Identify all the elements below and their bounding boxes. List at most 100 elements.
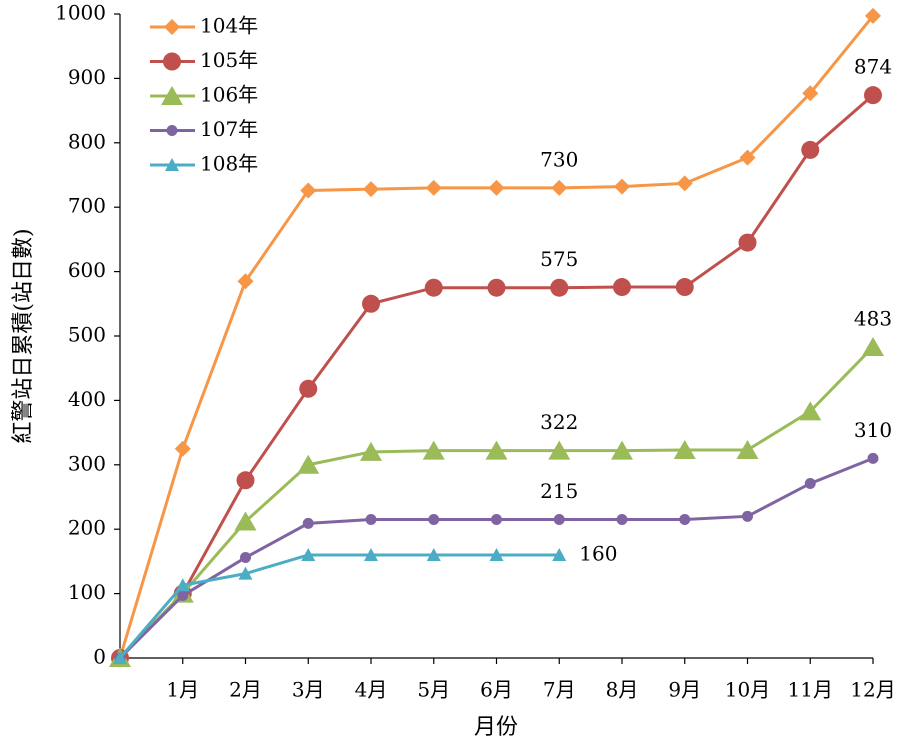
y-tick-label: 300	[68, 451, 106, 475]
x-tick-label: 12月	[850, 678, 895, 702]
data-point	[675, 278, 694, 297]
data-point	[301, 547, 316, 561]
y-tick-label: 100	[68, 580, 106, 604]
x-tick-label: 3月	[292, 678, 325, 702]
data-point	[799, 401, 822, 421]
data-point	[365, 514, 377, 526]
data-point	[867, 452, 879, 464]
legend-marker	[161, 86, 183, 105]
data-point	[491, 514, 502, 526]
series-line	[118, 14, 875, 659]
legend-label: 105年	[200, 48, 258, 72]
data-point	[550, 278, 569, 297]
legend-marker	[166, 125, 178, 136]
x-tick-label: 2月	[229, 678, 262, 702]
legend-label: 107年	[200, 117, 258, 141]
data-point	[489, 547, 504, 561]
data-point	[174, 440, 191, 457]
series-line	[118, 94, 874, 660]
data-point	[676, 175, 693, 192]
x-tick-label: 1月	[166, 678, 199, 702]
data-point	[611, 440, 633, 460]
y-tick-label: 500	[68, 323, 106, 347]
data-point	[616, 514, 628, 526]
data-label: 483	[854, 306, 892, 330]
data-point	[234, 511, 257, 531]
y-axis-label: 紅警站日累積(站日數)	[11, 228, 36, 443]
data-point	[864, 86, 882, 105]
data-point	[300, 182, 317, 199]
data-label: 874	[854, 55, 892, 79]
x-tick-label: 10月	[725, 678, 770, 702]
x-tick-label: 4月	[355, 678, 388, 702]
data-point	[736, 439, 759, 459]
data-label: 215	[540, 479, 578, 503]
data-point	[553, 514, 565, 526]
data-label: 160	[579, 541, 617, 565]
data-point	[552, 547, 567, 561]
legend-marker	[164, 19, 180, 35]
data-point	[240, 552, 251, 564]
data-point	[551, 179, 568, 196]
data-point	[299, 379, 318, 398]
data-point	[739, 149, 756, 166]
y-tick-label: 600	[68, 258, 106, 282]
x-tick-label: 11月	[788, 678, 833, 702]
legend-marker	[165, 158, 179, 171]
data-point	[424, 278, 443, 297]
x-tick-label: 8月	[606, 678, 639, 702]
data-point	[548, 440, 571, 460]
x-tick-label: 9月	[668, 678, 701, 702]
data-point	[613, 278, 631, 297]
data-point	[302, 517, 314, 529]
data-point	[360, 441, 382, 461]
data-point	[422, 440, 445, 460]
y-tick-label: 400	[68, 387, 106, 411]
data-point	[742, 510, 753, 522]
data-point	[363, 181, 379, 198]
data-label: 730	[540, 147, 578, 171]
legend-label: 108年	[200, 152, 258, 176]
data-point	[862, 336, 884, 356]
legend-label: 104年	[200, 14, 258, 38]
data-point	[364, 547, 378, 561]
data-point	[679, 514, 691, 526]
data-point	[428, 514, 440, 526]
data-point	[804, 477, 816, 489]
data-point	[297, 454, 320, 474]
data-point	[426, 547, 441, 561]
data-point	[175, 578, 190, 592]
data-point	[237, 273, 254, 290]
y-tick-label: 900	[68, 65, 106, 89]
legend-label: 106年	[200, 83, 258, 107]
series-line	[118, 553, 560, 659]
y-tick-label: 0	[93, 645, 106, 669]
data-point	[485, 440, 508, 460]
data-label: 310	[854, 418, 892, 442]
y-tick-label: 700	[68, 194, 106, 218]
data-point	[488, 179, 505, 196]
x-axis-label: 月份	[474, 715, 518, 740]
data-point	[738, 233, 757, 252]
data-point	[362, 294, 380, 313]
data-point	[865, 7, 881, 24]
data-point	[238, 566, 253, 580]
legend-marker	[163, 52, 181, 71]
data-point	[425, 179, 442, 196]
data-point	[113, 651, 127, 664]
data-label: 322	[540, 410, 578, 434]
x-tick-label: 7月	[543, 678, 576, 702]
data-point	[802, 85, 819, 102]
x-tick-label: 6月	[480, 678, 513, 702]
data-point	[487, 278, 506, 297]
data-point	[673, 439, 696, 459]
y-tick-label: 800	[68, 129, 106, 153]
y-tick-label: 200	[68, 516, 106, 540]
x-tick-label: 5月	[417, 678, 450, 702]
data-point	[801, 140, 820, 159]
y-tick-label: 1000	[55, 1, 106, 25]
data-label: 575	[540, 247, 578, 271]
data-point	[614, 178, 630, 195]
data-point	[177, 590, 189, 602]
